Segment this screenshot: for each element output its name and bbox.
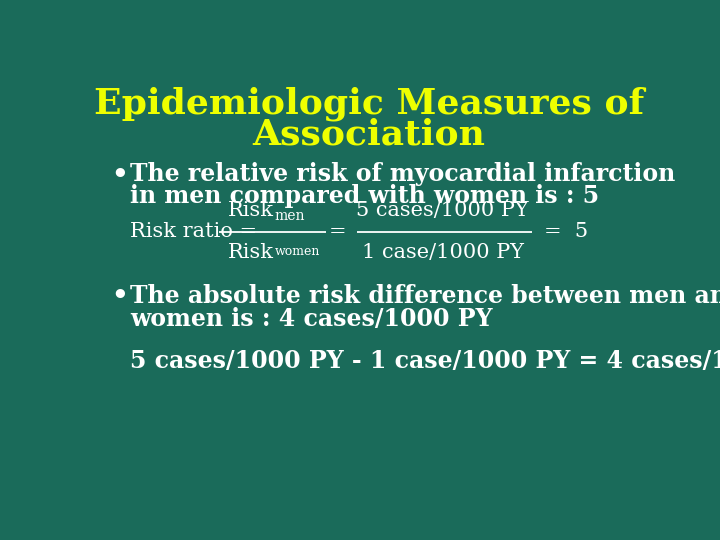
Text: Association: Association bbox=[253, 117, 485, 151]
Text: The relative risk of myocardial infarction: The relative risk of myocardial infarcti… bbox=[130, 162, 675, 186]
Text: in men compared with women is : 5: in men compared with women is : 5 bbox=[130, 184, 600, 208]
Text: 5 cases/1000 PY - 1 case/1000 PY = 4 cases/1000 PY: 5 cases/1000 PY - 1 case/1000 PY = 4 cas… bbox=[130, 349, 720, 373]
Text: The absolute risk difference between men and: The absolute risk difference between men… bbox=[130, 284, 720, 308]
Text: 1 case/1000 PY: 1 case/1000 PY bbox=[361, 244, 523, 262]
Text: =: = bbox=[329, 222, 347, 241]
Text: =  5: = 5 bbox=[544, 222, 588, 241]
Text: Epidemiologic Measures of: Epidemiologic Measures of bbox=[94, 86, 644, 120]
Text: men: men bbox=[274, 208, 305, 222]
Text: Risk: Risk bbox=[228, 201, 274, 220]
Text: women: women bbox=[274, 245, 320, 258]
Text: •: • bbox=[112, 284, 128, 308]
Text: Risk: Risk bbox=[228, 244, 274, 262]
Text: women is : 4 cases/1000 PY: women is : 4 cases/1000 PY bbox=[130, 307, 492, 331]
Text: •: • bbox=[112, 161, 128, 187]
Text: 5 cases/1000 PY: 5 cases/1000 PY bbox=[356, 201, 529, 220]
Text: Risk ratio =: Risk ratio = bbox=[130, 222, 258, 241]
